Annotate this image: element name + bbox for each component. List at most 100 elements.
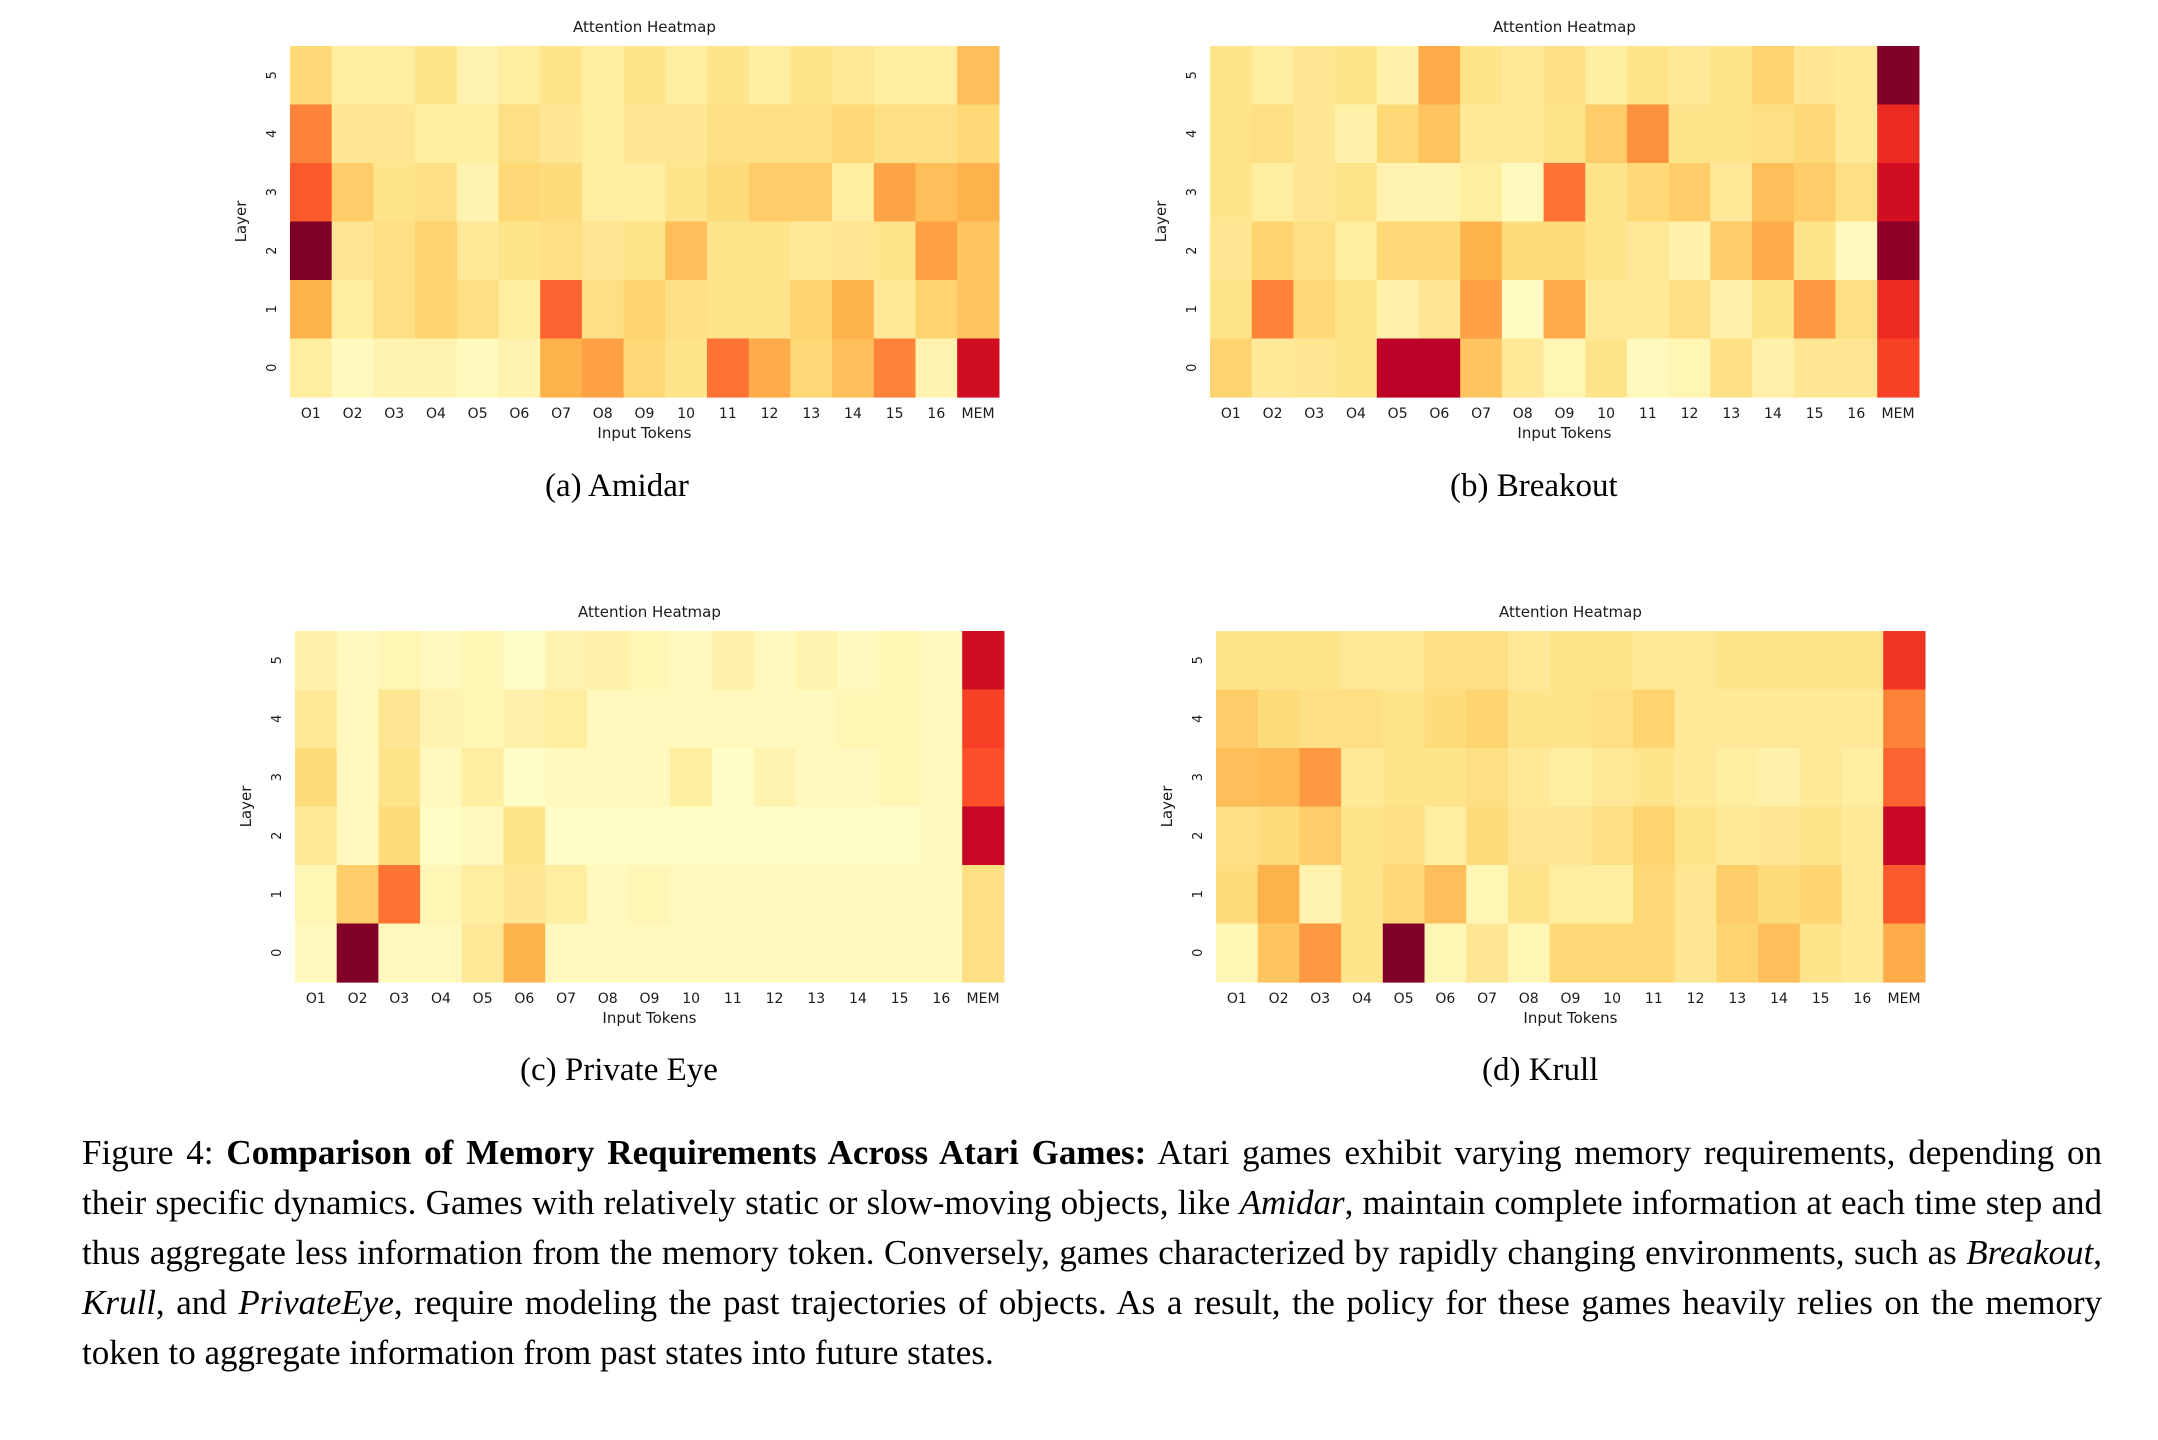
y-tick-label: 3: [1185, 188, 1200, 196]
heatmap-cell: [1883, 865, 1926, 925]
heatmap-cell: [1841, 865, 1884, 925]
heatmap-cell: [962, 806, 1005, 866]
heatmap-cell: [1633, 865, 1676, 925]
heatmap-cell: [1293, 221, 1336, 281]
heatmap-cell: [1841, 806, 1884, 866]
subcaption-private-eye: (c) Private Eye: [520, 1052, 718, 1088]
heatmap-cell: [1210, 163, 1253, 223]
heatmap-cell: [1591, 748, 1634, 808]
heatmap-cell: [957, 221, 1000, 281]
heatmap-cell: [707, 280, 750, 340]
heatmap-cell: [1835, 338, 1878, 398]
x-axis-label: Input Tokens: [1523, 1009, 1617, 1027]
heatmap-cell: [1627, 163, 1670, 223]
x-tick-label: 13: [807, 991, 825, 1007]
heatmap-cell: [1799, 865, 1843, 925]
heatmap-cell: [461, 748, 505, 808]
heatmap-cell: [1501, 163, 1545, 223]
x-tick-label: O5: [468, 406, 488, 422]
heatmap-cell: [1257, 631, 1300, 691]
heatmap-cell: [461, 923, 505, 983]
heatmap-cell: [1591, 689, 1634, 749]
heatmap-cell: [378, 631, 421, 691]
heatmap-cell: [1877, 221, 1920, 281]
heatmap-cell: [878, 748, 922, 808]
x-tick-label: 16: [1847, 406, 1865, 422]
heatmap-cell: [1883, 923, 1926, 983]
heatmap-cell: [1341, 631, 1384, 691]
heatmap-cell: [1752, 338, 1795, 398]
heatmap-cell: [1793, 46, 1837, 106]
heatmap-cell: [665, 338, 708, 398]
heatmap-cell: [1668, 163, 1711, 223]
heatmap-cell: [753, 865, 796, 925]
heatmap-cell: [586, 923, 630, 983]
subcaption-amidar: (a) Amidar: [545, 468, 689, 504]
heatmap-cell: [1549, 806, 1592, 866]
heatmap-cell: [290, 46, 333, 106]
heatmap-title: Attention Heatmap: [1493, 18, 1636, 36]
y-tick-label: 3: [1191, 773, 1206, 781]
heatmap-cell: [1501, 338, 1545, 398]
y-tick-label: 4: [270, 715, 285, 723]
x-tick-label: O1: [1221, 406, 1241, 422]
x-tick-label: O1: [301, 406, 321, 422]
heatmap-cell: [1501, 46, 1545, 106]
y-tick-label: 3: [265, 188, 280, 196]
x-axis-label: Input Tokens: [1517, 424, 1611, 442]
heatmap-cell: [1793, 280, 1837, 340]
heatmap-cell: [1716, 923, 1759, 983]
heatmap-cell: [1877, 280, 1920, 340]
y-axis-label: Layer: [232, 200, 250, 243]
heatmap-cell: [1752, 221, 1795, 281]
heatmap-cell: [545, 748, 588, 808]
heatmap-cell: [581, 46, 625, 106]
heatmap-cell: [1418, 221, 1461, 281]
x-tick-label: O4: [1346, 406, 1366, 422]
y-tick-label: 5: [265, 71, 280, 79]
heatmap-cell: [1668, 104, 1711, 164]
heatmap-cell: [962, 923, 1005, 983]
heatmap-cell: [1251, 46, 1294, 106]
heatmap-cell: [1251, 221, 1294, 281]
heatmap-cell: [1501, 221, 1545, 281]
x-tick-label: O3: [1310, 991, 1330, 1007]
heatmap-cell: [461, 631, 505, 691]
heatmap-cell: [540, 280, 583, 340]
x-tick-label: 15: [1806, 406, 1824, 422]
heatmap-cell: [1466, 923, 1509, 983]
heatmap-panel-breakout: Attention Heatmap O1 O2 O3 O4 O5 O6 O7 O8 O9 10 11 1…: [1130, 18, 1930, 448]
heatmap-cell: [581, 280, 625, 340]
subcaption-breakout: (b) Breakout: [1450, 468, 1618, 504]
heatmap-cell: [1466, 689, 1509, 749]
heatmap-cell: [962, 865, 1005, 925]
heatmap-cell: [1335, 46, 1378, 106]
x-tick-label: 11: [719, 406, 737, 422]
heatmap-cell: [1883, 689, 1926, 749]
heatmap-cell: [373, 221, 416, 281]
heatmap-cell: [1376, 163, 1420, 223]
heatmap-cell: [1674, 806, 1717, 866]
x-tick-label: O7: [551, 406, 571, 422]
x-tick-label: 10: [682, 991, 700, 1007]
heatmap-cell: [832, 104, 875, 164]
heatmap-cell: [957, 163, 1000, 223]
heatmap-cell: [1299, 806, 1342, 866]
x-tick-label: O9: [1554, 406, 1574, 422]
heatmap-cell: [1216, 748, 1259, 808]
y-tick-label: 1: [1185, 305, 1200, 313]
heatmap-cell: [331, 280, 374, 340]
heatmap-cell: [670, 689, 713, 749]
heatmap-cell: [581, 338, 625, 398]
heatmap-cell: [623, 163, 666, 223]
heatmap-cell: [415, 338, 458, 398]
x-tick-label: 14: [1770, 991, 1788, 1007]
heatmap-cell: [1210, 221, 1253, 281]
heatmap-cell: [795, 631, 838, 691]
heatmap-cell: [420, 865, 463, 925]
heatmap-cell: [1549, 748, 1592, 808]
heatmap-cell: [540, 46, 583, 106]
heatmap-cell: [1799, 631, 1843, 691]
heatmap-cell: [878, 865, 922, 925]
heatmap-cell: [1382, 748, 1426, 808]
